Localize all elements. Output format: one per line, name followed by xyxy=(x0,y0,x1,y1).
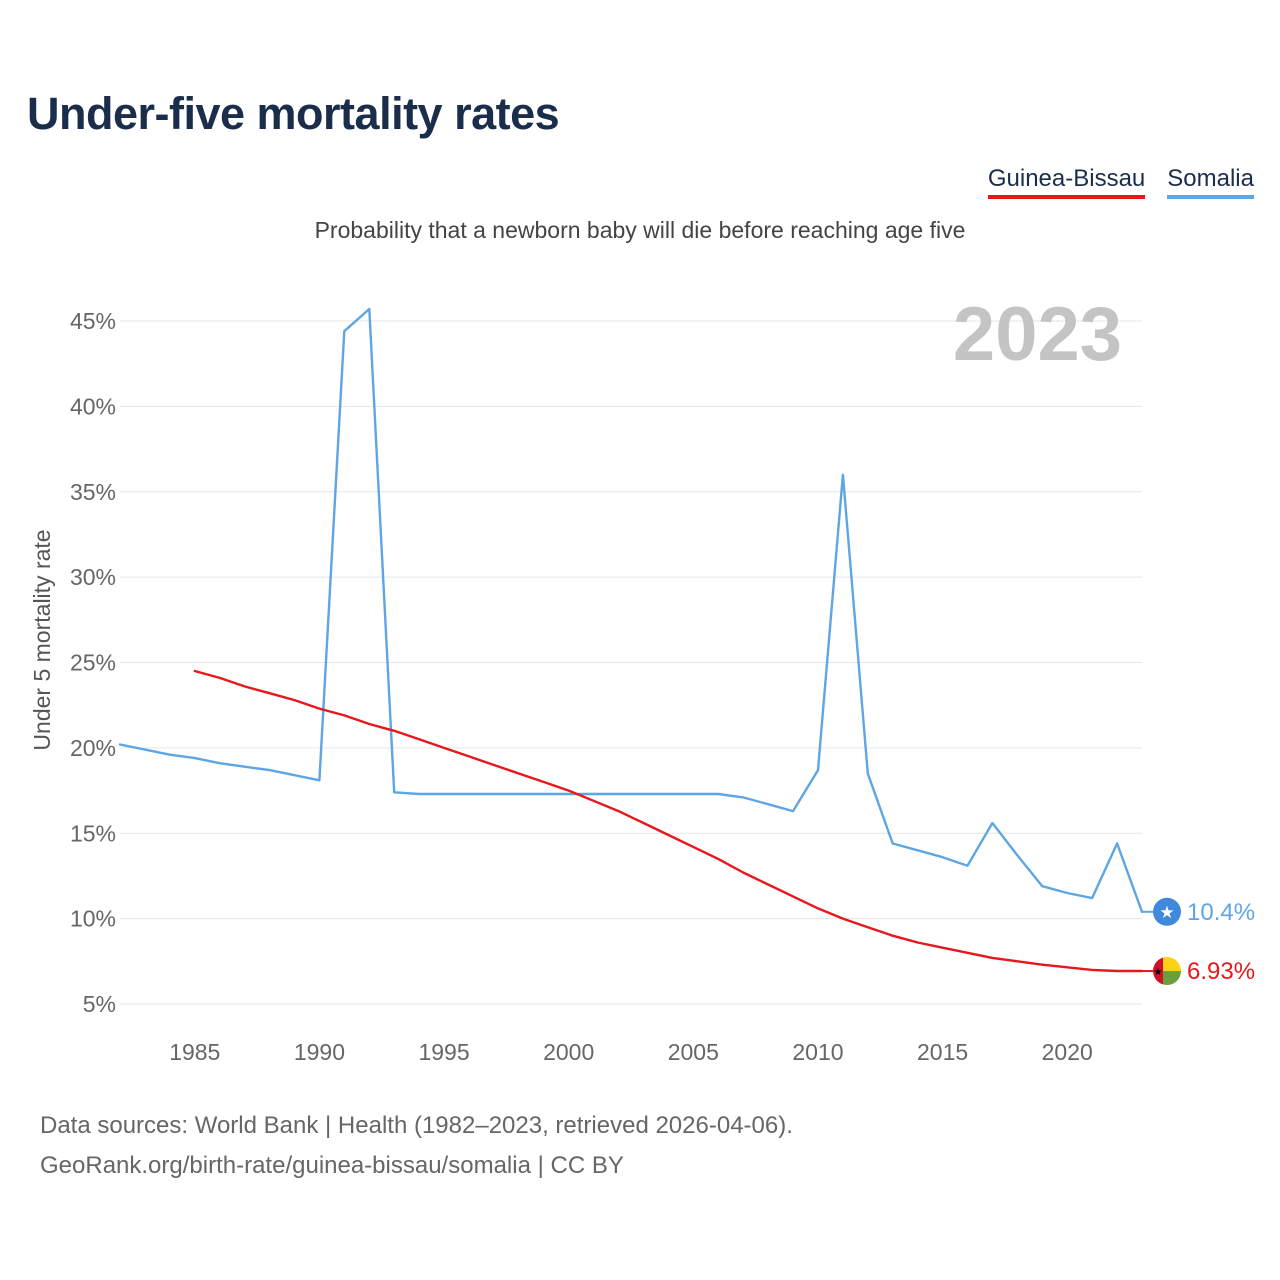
y-tick-label-5: 5% xyxy=(83,991,116,1017)
series-line-somalia xyxy=(118,307,1144,913)
y-axis-ticks: 5% 10% 15% 20% 25% 30% 35% 40% 45% xyxy=(70,308,116,1017)
legend: Guinea-Bissau Somalia xyxy=(987,165,1254,199)
sources-line-2[interactable]: GeoRank.org/birth-rate/guinea-bissau/som… xyxy=(40,1152,624,1179)
x-tick-label-2000: 2000 xyxy=(543,1039,594,1065)
guinea-bissau-end-value: 6.93% xyxy=(1187,958,1255,985)
y-tick-label-35: 35% xyxy=(70,479,116,505)
y-tick-label-25: 25% xyxy=(70,650,116,676)
x-tick-label-2010: 2010 xyxy=(792,1039,843,1065)
legend-item-guinea-bissau[interactable]: Guinea-Bissau xyxy=(987,165,1146,199)
x-tick-label-2020: 2020 xyxy=(1042,1039,1093,1065)
y-tick-label-10: 10% xyxy=(70,906,116,932)
somalia-end-value: 10.4% xyxy=(1187,899,1255,926)
svg-text:★: ★ xyxy=(1154,967,1163,978)
series-layer xyxy=(118,307,1153,973)
sources-line-1: Data sources: World Bank | Health (1982–… xyxy=(40,1112,793,1139)
chart-canvas: 5% 10% 15% 20% 25% 30% 35% 40% 45% 1985 1990 1995 2… xyxy=(29,292,1255,1065)
x-axis-ticks: 1985 1990 1995 2000 2005 2010 2015 2020 xyxy=(169,1039,1093,1065)
y-tick-label-45: 45% xyxy=(70,308,116,334)
current-year-label: 2023 xyxy=(953,292,1122,377)
y-tick-label-30: 30% xyxy=(70,564,116,590)
legend-item-somalia[interactable]: Somalia xyxy=(1167,165,1254,199)
chart-subtitle: Probability that a newborn baby will die… xyxy=(314,217,966,243)
y-tick-label-20: 20% xyxy=(70,735,116,761)
x-tick-label-1985: 1985 xyxy=(169,1039,220,1065)
y-tick-label-40: 40% xyxy=(70,393,116,419)
x-tick-label-1995: 1995 xyxy=(418,1039,469,1065)
y-axis-label: Under 5 mortality rate xyxy=(29,529,55,750)
data-sources: Data sources: World Bank | Health (1982–… xyxy=(40,1106,793,1186)
x-tick-label-2015: 2015 xyxy=(917,1039,968,1065)
guinea-bissau-flag-icon: ★ xyxy=(1153,957,1181,986)
y-tick-label-15: 15% xyxy=(70,820,116,846)
series-line-guinea-bissau xyxy=(193,669,1144,973)
x-tick-label-2005: 2005 xyxy=(668,1039,719,1065)
x-tick-label-1990: 1990 xyxy=(294,1039,345,1065)
chart-title: Under-five mortality rates xyxy=(27,88,560,139)
somalia-flag-icon: ★ xyxy=(1153,897,1181,926)
grid-layer xyxy=(120,320,1142,1005)
svg-text:★: ★ xyxy=(1159,903,1174,923)
